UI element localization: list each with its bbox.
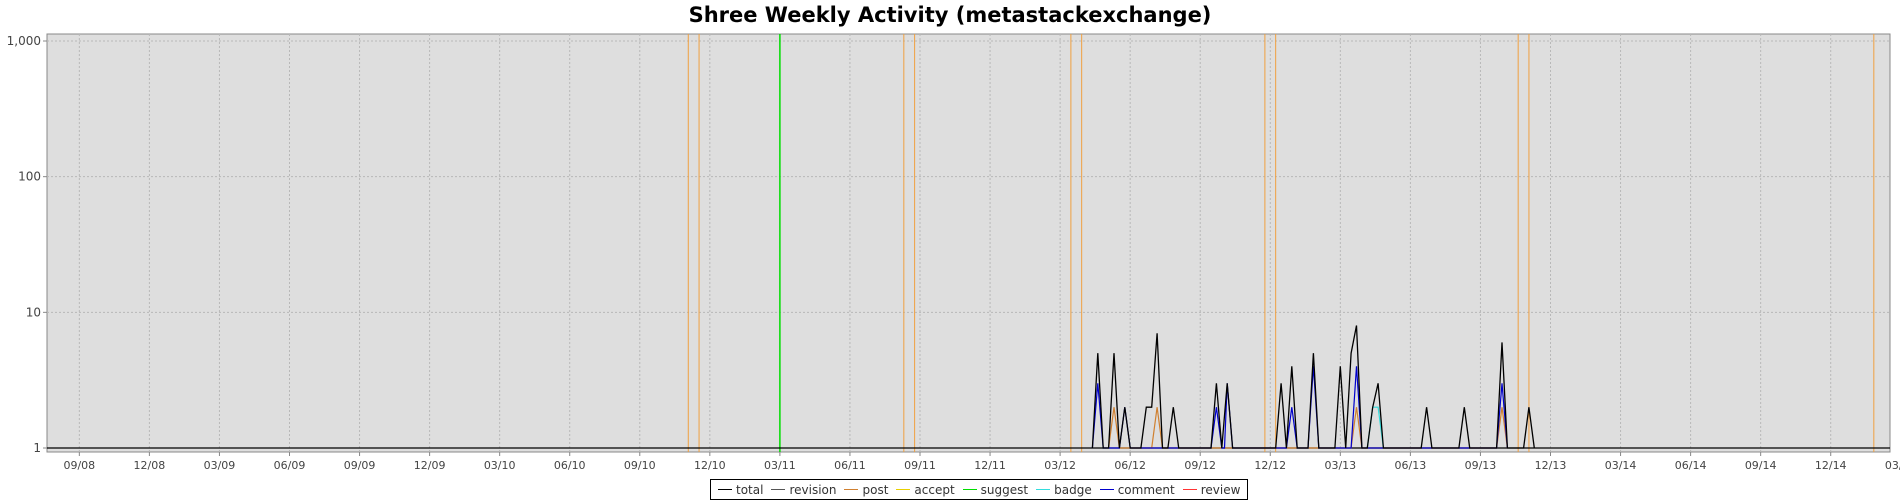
legend-item-revision: revision [771, 483, 836, 497]
x-tick-label: 09/12 [1184, 459, 1216, 472]
x-tick-label: 09/11 [904, 459, 936, 472]
legend-item-total: total [718, 483, 763, 497]
x-tick-label: 12/13 [1535, 459, 1567, 472]
legend-swatch [1100, 489, 1114, 490]
legend-label: review [1201, 483, 1241, 497]
x-tick-label: 03/11 [764, 459, 796, 472]
legend-swatch [844, 489, 858, 490]
legend-item-suggest: suggest [963, 483, 1028, 497]
y-tick-label: 1,000 [7, 34, 41, 48]
legend-label: suggest [981, 483, 1028, 497]
x-tick-label: 06/11 [834, 459, 866, 472]
legend-label: post [862, 483, 888, 497]
x-tick-label: 09/10 [624, 459, 656, 472]
legend-item-post: post [844, 483, 888, 497]
x-tick-label: 03/14 [1605, 459, 1637, 472]
legend-item-comment: comment [1100, 483, 1175, 497]
legend: total revision post accept suggest badge comme… [710, 479, 1248, 500]
x-tick-label: 09/08 [63, 459, 95, 472]
legend-label: accept [914, 483, 954, 497]
x-tick-label: 12/10 [694, 459, 726, 472]
x-tick-label: 03/13 [1324, 459, 1356, 472]
y-tick-label: 1 [33, 441, 41, 455]
legend-item-accept: accept [896, 483, 954, 497]
x-tick-label: 12/12 [1254, 459, 1286, 472]
legend-item-badge: badge [1036, 483, 1092, 497]
legend-label: total [736, 483, 763, 497]
legend-label: comment [1118, 483, 1175, 497]
legend-swatch [1036, 489, 1050, 490]
x-tick-label: 06/13 [1395, 459, 1427, 472]
x-tick-label: 12/08 [134, 459, 166, 472]
legend-label: revision [789, 483, 836, 497]
legend-label: badge [1054, 483, 1092, 497]
legend-swatch [1183, 489, 1197, 490]
legend-swatch [896, 489, 910, 490]
x-tick-label: 06/12 [1114, 459, 1146, 472]
x-tick-label: 09/09 [344, 459, 376, 472]
x-tick-label: 12/11 [974, 459, 1006, 472]
x-tick-label: 06/09 [274, 459, 306, 472]
x-tick-label: 12/09 [414, 459, 446, 472]
legend-swatch [718, 489, 732, 490]
x-tick-label: 09/13 [1465, 459, 1497, 472]
x-tick-label: 03/12 [1044, 459, 1076, 472]
plot-area [47, 34, 1890, 452]
legend-swatch [771, 489, 785, 490]
x-tick-label: 12/14 [1815, 459, 1847, 472]
x-tick-label: 03/15 [1885, 459, 1900, 472]
legend-swatch [963, 489, 977, 490]
x-tick-label: 03/10 [484, 459, 516, 472]
x-tick-label: 06/10 [554, 459, 586, 472]
y-tick-label: 10 [26, 305, 41, 319]
legend-item-review: review [1183, 483, 1241, 497]
y-tick-label: 100 [18, 170, 41, 184]
x-tick-label: 06/14 [1675, 459, 1707, 472]
chart-svg: 1 10 100 1,000 09/08 12/08 03/09 06/09 09/09 12/0… [0, 0, 1900, 478]
x-tick-label: 03/09 [204, 459, 236, 472]
x-tick-label: 09/14 [1745, 459, 1777, 472]
